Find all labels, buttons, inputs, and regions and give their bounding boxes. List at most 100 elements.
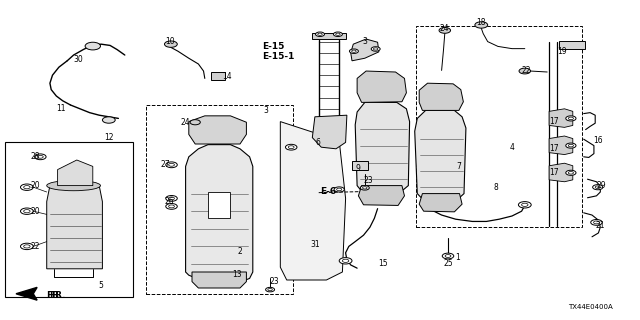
Circle shape: [360, 186, 369, 190]
Text: 22: 22: [31, 242, 40, 251]
Polygon shape: [419, 83, 463, 110]
Text: 5: 5: [99, 281, 104, 290]
Text: 6: 6: [316, 138, 321, 147]
Text: E-15
E-15-1: E-15 E-15-1: [262, 42, 295, 61]
Circle shape: [373, 48, 378, 50]
Circle shape: [591, 220, 602, 225]
Polygon shape: [415, 110, 466, 202]
Text: 24: 24: [440, 24, 450, 33]
Circle shape: [439, 28, 451, 33]
Circle shape: [166, 204, 177, 209]
Text: 12: 12: [104, 133, 113, 142]
Polygon shape: [16, 287, 37, 300]
Text: 20: 20: [30, 207, 40, 216]
Bar: [5, 142, 133, 297]
Text: 28: 28: [31, 152, 40, 161]
Text: TX44E0400A: TX44E0400A: [568, 304, 613, 310]
Circle shape: [169, 205, 174, 208]
Text: E-6: E-6: [320, 187, 336, 196]
Text: 19: 19: [557, 47, 567, 56]
Text: 23: 23: [269, 277, 279, 286]
Circle shape: [566, 170, 576, 175]
Text: 23: 23: [363, 176, 373, 185]
Circle shape: [352, 50, 356, 52]
Polygon shape: [312, 33, 346, 39]
Circle shape: [442, 253, 454, 259]
Text: 17: 17: [548, 117, 559, 126]
Polygon shape: [312, 115, 347, 149]
Text: 3: 3: [263, 106, 268, 115]
Text: 25: 25: [443, 259, 453, 268]
Circle shape: [568, 172, 573, 174]
Circle shape: [266, 287, 275, 292]
Polygon shape: [549, 163, 573, 182]
Circle shape: [593, 185, 603, 190]
Circle shape: [166, 196, 177, 201]
Text: 14: 14: [222, 72, 232, 81]
Bar: [146, 105, 293, 294]
Circle shape: [566, 116, 576, 121]
Text: 13: 13: [232, 270, 242, 279]
Polygon shape: [58, 160, 93, 186]
Text: 26: 26: [164, 197, 175, 206]
Circle shape: [35, 154, 46, 160]
Circle shape: [20, 208, 33, 214]
Circle shape: [445, 255, 451, 257]
Polygon shape: [192, 272, 246, 288]
Bar: [416, 26, 582, 227]
Circle shape: [316, 32, 324, 36]
Circle shape: [288, 146, 294, 148]
Circle shape: [594, 221, 600, 224]
Polygon shape: [357, 71, 406, 102]
Circle shape: [190, 120, 200, 125]
Circle shape: [334, 187, 344, 192]
Polygon shape: [186, 145, 253, 283]
Circle shape: [595, 186, 600, 188]
Circle shape: [85, 42, 100, 50]
Polygon shape: [549, 109, 573, 127]
Text: 3: 3: [362, 37, 367, 46]
Text: 1: 1: [455, 253, 460, 262]
Circle shape: [20, 184, 33, 190]
Text: 22: 22: [522, 66, 531, 75]
Circle shape: [519, 68, 531, 74]
Text: 4: 4: [509, 143, 515, 152]
Text: 21: 21: [596, 221, 605, 230]
Circle shape: [339, 258, 352, 264]
Polygon shape: [358, 186, 404, 205]
Polygon shape: [549, 136, 573, 155]
Text: 31: 31: [310, 240, 321, 249]
Circle shape: [24, 186, 30, 189]
Circle shape: [268, 289, 273, 291]
Circle shape: [342, 259, 349, 262]
Text: 17: 17: [548, 168, 559, 177]
Circle shape: [566, 143, 576, 148]
Bar: [208, 192, 230, 218]
Text: 27: 27: [160, 160, 170, 169]
Circle shape: [24, 210, 30, 213]
Circle shape: [20, 243, 33, 250]
Text: 18: 18: [477, 18, 486, 27]
Circle shape: [522, 203, 528, 206]
Polygon shape: [280, 122, 346, 280]
Circle shape: [518, 202, 531, 208]
Ellipse shape: [47, 180, 100, 191]
Text: 20: 20: [30, 181, 40, 190]
Text: 29: 29: [596, 181, 607, 190]
Circle shape: [169, 164, 174, 166]
Text: FR.: FR.: [49, 292, 65, 300]
Polygon shape: [355, 102, 410, 195]
Text: 2: 2: [237, 247, 243, 256]
Text: 11: 11: [56, 104, 65, 113]
Text: FR.: FR.: [46, 292, 63, 300]
Circle shape: [336, 33, 340, 36]
Circle shape: [285, 144, 297, 150]
Circle shape: [24, 245, 30, 248]
Circle shape: [568, 144, 573, 147]
Circle shape: [37, 156, 44, 158]
Text: 7: 7: [456, 162, 461, 171]
Circle shape: [362, 187, 367, 189]
Circle shape: [371, 47, 380, 51]
Circle shape: [337, 188, 342, 191]
Circle shape: [333, 32, 342, 36]
